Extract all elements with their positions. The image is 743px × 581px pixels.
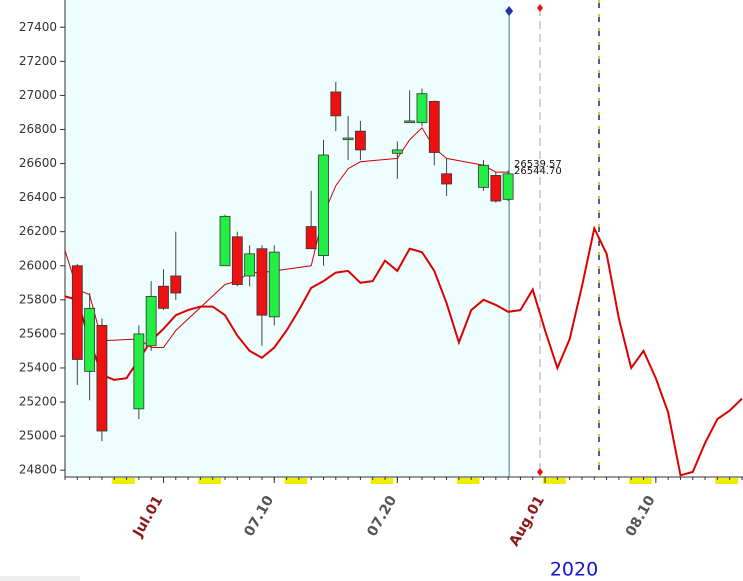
x-tick-label: 07.10: [241, 493, 277, 540]
y-tick-label: 25600: [19, 326, 57, 340]
y-tick-label: 24800: [19, 463, 57, 477]
candle-body: [441, 173, 452, 185]
weekend-block: [456, 478, 480, 484]
y-tick-label: 26000: [19, 258, 57, 272]
y-tick-label: 26200: [19, 224, 57, 238]
y-tick-label: 26400: [19, 190, 57, 204]
candle-body: [428, 100, 440, 153]
candle-body: [404, 120, 416, 124]
scrollbar: [0, 576, 80, 581]
candle-body: [355, 130, 366, 151]
candle-body: [158, 285, 169, 309]
candle-body: [219, 215, 231, 267]
candle-body: [268, 251, 280, 318]
candle-body: [318, 154, 329, 256]
marker: [537, 468, 543, 476]
candle-body: [391, 149, 403, 154]
history-area: [65, 0, 510, 477]
candle-body: [305, 226, 317, 250]
candle-body: [170, 275, 182, 294]
candle-body: [231, 236, 243, 285]
weekend-block: [284, 478, 308, 484]
x-axis-year: 2020: [550, 559, 598, 581]
y-tick-label: 25400: [19, 360, 57, 374]
y-tick-label: 27400: [19, 20, 57, 34]
y-tick-label: 26800: [19, 122, 57, 136]
candle-body: [84, 307, 96, 372]
series-line: [64, 225, 743, 477]
weekend-block: [198, 478, 222, 484]
y-tick-label: 25000: [19, 429, 57, 443]
weekend-block: [543, 478, 566, 484]
weekend-block: [370, 478, 394, 484]
candle-body: [244, 253, 256, 277]
candle-body: [342, 137, 354, 141]
y-tick-label: 26600: [19, 156, 57, 170]
candle-body: [490, 175, 502, 202]
x-tick-label: Aug.01: [506, 493, 548, 549]
x-tick-label: 07.20: [364, 493, 400, 540]
y-tick-label: 27200: [19, 54, 57, 68]
y-tick-label: 25200: [19, 395, 57, 409]
candle-body: [330, 91, 342, 117]
candles: [71, 81, 514, 442]
weekend-block: [715, 478, 738, 484]
weekend-block: [112, 478, 135, 484]
marker: [505, 6, 514, 16]
x-tick-label: 08.10: [623, 493, 659, 540]
candle-body: [502, 173, 514, 200]
annotation: 26544.70: [514, 166, 562, 177]
y-tick-label: 25800: [19, 292, 57, 306]
candle-body: [145, 296, 157, 347]
candle-body: [96, 324, 108, 432]
x-tick-label: Jul.01: [130, 493, 167, 541]
candle-body: [478, 164, 489, 188]
candle-body: [416, 93, 428, 124]
marker: [537, 4, 543, 12]
candle-body: [71, 265, 83, 360]
candle-body: [256, 248, 268, 316]
weekend-marks: [112, 478, 738, 484]
y-tick-label: 27000: [19, 88, 57, 102]
weekend-block: [629, 478, 652, 484]
annotation: 26539.57: [514, 159, 562, 170]
candle-body: [133, 333, 145, 410]
